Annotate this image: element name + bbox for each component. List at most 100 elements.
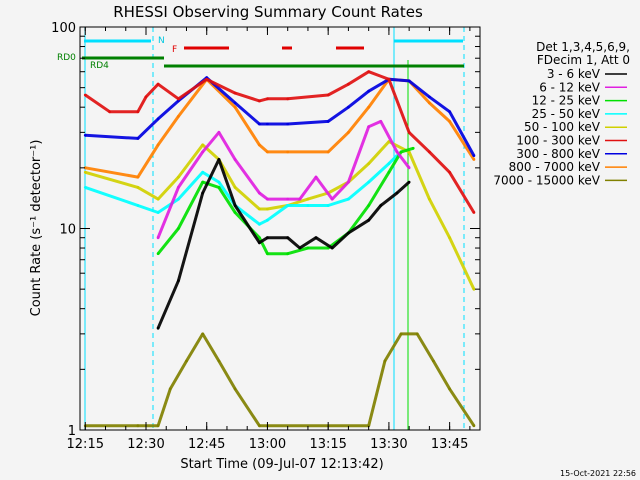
- series-point-5-1: [108, 110, 111, 114]
- series-point-6-13: [407, 79, 411, 83]
- series-point-0-14: [367, 218, 371, 222]
- plot-background: [80, 27, 480, 430]
- series-point-8-15: [432, 359, 435, 363]
- legend-label-1: 6 - 12 keV: [539, 80, 601, 94]
- series-point-5-12: [347, 82, 350, 86]
- series-point-8-14: [415, 332, 419, 336]
- series-point-3-11: [326, 204, 330, 207]
- series-point-2-3: [177, 227, 180, 230]
- chart-title: RHESSI Observing Summary Count Rates: [113, 3, 423, 21]
- f-label: F: [172, 45, 177, 55]
- series-point-3-5: [217, 180, 221, 184]
- series-point-5-2: [136, 110, 140, 114]
- series-point-0-16: [395, 191, 399, 195]
- series-point-1-9: [298, 197, 302, 201]
- series-point-8-4: [185, 359, 188, 363]
- x-tick-label-2: 12:45: [188, 437, 225, 452]
- series-point-5-3: [144, 95, 148, 99]
- series-point-0-15: [379, 204, 383, 207]
- plot-area: [80, 27, 480, 430]
- legend-label-5: 100 - 300 keV: [516, 134, 600, 148]
- series-point-8-5: [201, 332, 205, 336]
- series-point-5-15: [407, 131, 411, 134]
- legend-header-1: Det 1,3,4,5,6,9,: [536, 40, 630, 54]
- series-point-5-6: [205, 77, 209, 81]
- y-axis-label: Count Rate (s⁻¹ detector⁻¹): [29, 140, 44, 317]
- legend-label-8: 7000 - 15000 keV: [493, 173, 600, 187]
- legend-label-2: 12 - 25 keV: [532, 94, 601, 108]
- series-point-3-13: [367, 180, 371, 184]
- series-point-7-5: [233, 105, 237, 109]
- series-line-8: [85, 332, 476, 428]
- series-point-8-3: [168, 387, 172, 391]
- series-point-8-7: [233, 387, 237, 391]
- series-point-4-4: [201, 143, 205, 147]
- series-point-6-2: [156, 117, 160, 121]
- series-point-2-15: [399, 150, 403, 154]
- x-axis-label: Start Time (09-Jul-07 12:13:42): [180, 457, 383, 472]
- series-point-6-7: [266, 122, 269, 126]
- series-point-3-0: [83, 186, 87, 189]
- series-point-3-14: [387, 162, 391, 166]
- series-point-3-8: [266, 218, 269, 222]
- series-point-1-7: [266, 197, 269, 201]
- series-point-7-1: [136, 175, 140, 179]
- series-point-6-3: [177, 99, 180, 103]
- timestamp: 15-Oct-2021 22:56: [560, 469, 636, 478]
- series-point-1-8: [286, 197, 290, 201]
- series-point-8-1: [136, 424, 140, 428]
- series-point-7-2: [156, 143, 160, 147]
- series-point-2-6: [233, 211, 237, 214]
- axis-ticks: 12:15 12:30 12:45 13:00 13:15 13:30 13:45 1 10 10…: [51, 21, 480, 452]
- series-point-5-4: [156, 82, 160, 86]
- series-point-7-6: [258, 143, 261, 147]
- series-point-4-7: [258, 207, 261, 211]
- series-point-0-2: [156, 326, 160, 330]
- legend-label-0: 3 - 6 keV: [547, 67, 601, 81]
- series-point-2-4: [201, 180, 205, 184]
- series-point-1-14: [379, 120, 383, 123]
- series-point-4-10: [306, 197, 310, 201]
- series-point-6-15: [448, 110, 451, 114]
- x-tick-label-1: 12:30: [127, 437, 164, 452]
- series-point-6-9: [326, 120, 330, 123]
- y-tick-label-0: 1: [68, 424, 76, 439]
- series-point-5-14: [387, 77, 391, 81]
- series-point-5-7: [233, 91, 237, 95]
- series-point-7-10: [347, 131, 350, 134]
- series-point-0-9: [286, 236, 290, 240]
- series-point-7-11: [367, 105, 371, 109]
- series-point-1-1: [156, 236, 160, 240]
- series-point-4-16: [428, 197, 431, 201]
- x-tick-label-3: 13:00: [249, 437, 286, 452]
- series-point-7-8: [286, 150, 290, 154]
- series-point-2-16: [411, 146, 415, 150]
- series-point-4-8: [266, 207, 269, 211]
- series-point-3-9: [286, 204, 290, 207]
- series-point-1-4: [217, 131, 221, 134]
- series-point-3-7: [258, 222, 261, 226]
- series-point-8-6: [217, 359, 221, 363]
- series-point-2-14: [387, 170, 391, 174]
- series-point-3-3: [177, 197, 180, 201]
- y-tick-label-1: 10: [59, 223, 76, 238]
- series-point-1-12: [347, 180, 350, 184]
- series-point-6-11: [367, 89, 371, 93]
- y-tick-label-2: 100: [51, 21, 76, 36]
- series-point-4-17: [448, 236, 451, 240]
- series-point-7-0: [83, 166, 87, 170]
- series-point-0-12: [330, 246, 334, 250]
- series-point-2-10: [306, 246, 310, 250]
- series-point-1-13: [367, 125, 371, 129]
- series-point-2-5: [217, 186, 221, 189]
- x-tick-label-6: 13:45: [431, 437, 468, 452]
- series-point-6-1: [136, 137, 140, 140]
- series-line-3: [84, 154, 399, 226]
- legend-label-7: 800 - 7000 keV: [509, 160, 601, 174]
- series-point-0-13: [347, 231, 350, 235]
- series-point-0-4: [201, 191, 205, 195]
- series-point-5-13: [367, 70, 371, 74]
- series-point-7-16: [472, 158, 476, 161]
- series-point-0-11: [314, 236, 318, 240]
